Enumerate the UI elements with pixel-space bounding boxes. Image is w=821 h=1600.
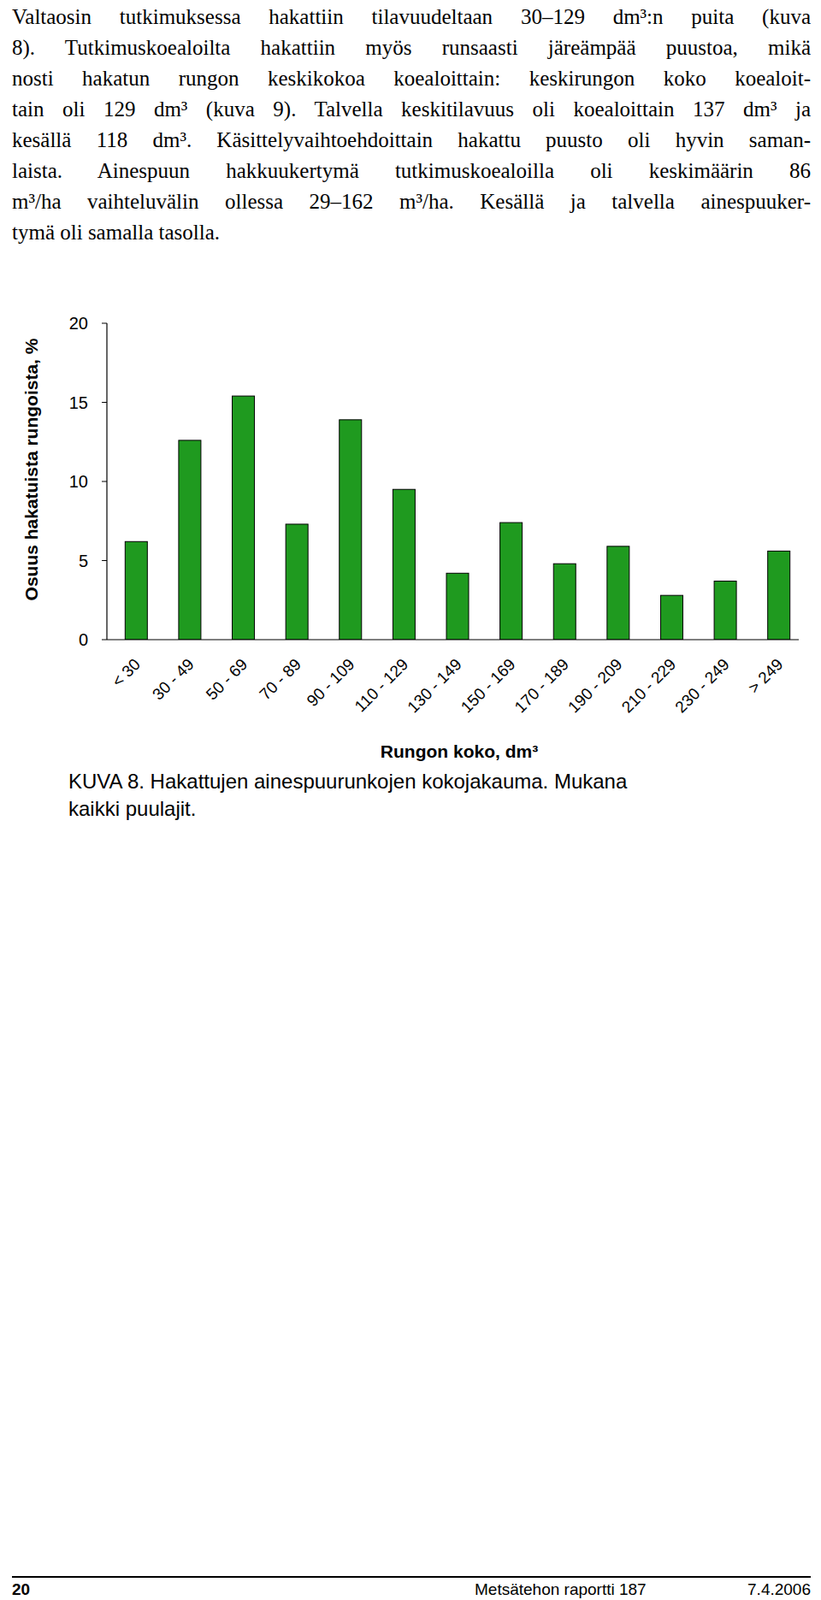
x-tick-label: 70 - 89 [255, 655, 305, 704]
bar [178, 440, 201, 640]
text-line: tymä oli samalla tasolla. [11, 217, 811, 249]
x-tick-label: < 30 [108, 655, 144, 691]
bar [285, 524, 308, 640]
y-tick [101, 323, 107, 325]
y-tick [101, 401, 107, 403]
x-tick-label: 30 - 49 [148, 655, 198, 704]
text-line: tain oli 129 dm³ (kuva 9). Talvella kesk… [11, 94, 811, 125]
x-tick-label: > 249 [744, 655, 787, 697]
x-tick-label: 130 - 149 [403, 655, 466, 717]
y-tick-label: 15 [69, 393, 89, 413]
y-tick-label: 5 [78, 551, 89, 571]
page-number: 20 [11, 1580, 30, 1600]
x-tick-label: 150 - 169 [457, 655, 520, 717]
text-line: 8). Tutkimuskoealoilta hakattiin myös ru… [11, 32, 811, 64]
text-line: Valtaosin tutkimuksessa hakattiin tilavu… [11, 1, 811, 33]
x-tick-label: 110 - 129 [351, 655, 413, 716]
text-line: m³/ha vaihteluvälin ollessa 29–162 m³/ha… [11, 186, 811, 218]
bar [124, 541, 148, 640]
x-tick-label: 210 - 229 [618, 655, 680, 717]
bar [714, 581, 737, 640]
bar [446, 572, 469, 640]
y-tick [101, 639, 107, 641]
y-tick [101, 481, 107, 483]
y-axis-label: Osuus hakatuista rungoista, % [21, 337, 42, 601]
bars [124, 395, 790, 640]
text-line: kesällä 118 dm³. Käsittelyvaihtoehdoitta… [11, 124, 811, 156]
bar [660, 595, 683, 640]
x-tick-label: 230 - 249 [671, 655, 733, 717]
bar [767, 550, 791, 640]
x-tick-label: 50 - 69 [202, 655, 252, 704]
caption-line: KUVA 8. Hakattujen ainespuurunkojen koko… [68, 767, 627, 796]
bar [553, 563, 576, 640]
paragraph: Valtaosin tutkimuksessa hakattiin tilavu… [11, 1, 811, 249]
x-axis [106, 638, 799, 640]
text-line: nosti hakatun rungon keskikokoa koealoit… [11, 63, 811, 95]
caption: KUVA 8. Hakattujen ainespuurunkojen koko… [68, 767, 627, 823]
x-tick-label: 170 - 189 [510, 655, 573, 717]
bar [232, 395, 255, 640]
date: 7.4.2006 [747, 1580, 811, 1600]
footer: 20 Metsätehon raportti 187 7.4.2006 [11, 1576, 811, 1600]
y-tick-label: 0 [78, 630, 89, 650]
x-axis-label: Rungon koko, dm³ [380, 741, 538, 762]
report-name: Metsätehon raportti 187 [474, 1580, 647, 1600]
y-tick-label: 10 [69, 472, 89, 491]
caption-line: kaikki puulajit. [68, 795, 627, 823]
y-tick-label: 20 [69, 313, 89, 333]
bar [500, 522, 523, 640]
bar [607, 546, 630, 640]
chart: 0 5 10 15 20 < 3030 - 4950 - 6970 - 8990 - 10… [0, 0, 821, 770]
text-line: laista. Ainespuun hakkuukertymä tutkimus… [11, 155, 811, 187]
y-tick [101, 560, 107, 562]
x-tick-label: 90 - 109 [302, 655, 358, 710]
bar [339, 419, 362, 640]
x-tick-label: 190 - 209 [564, 655, 627, 717]
bar [392, 489, 415, 640]
